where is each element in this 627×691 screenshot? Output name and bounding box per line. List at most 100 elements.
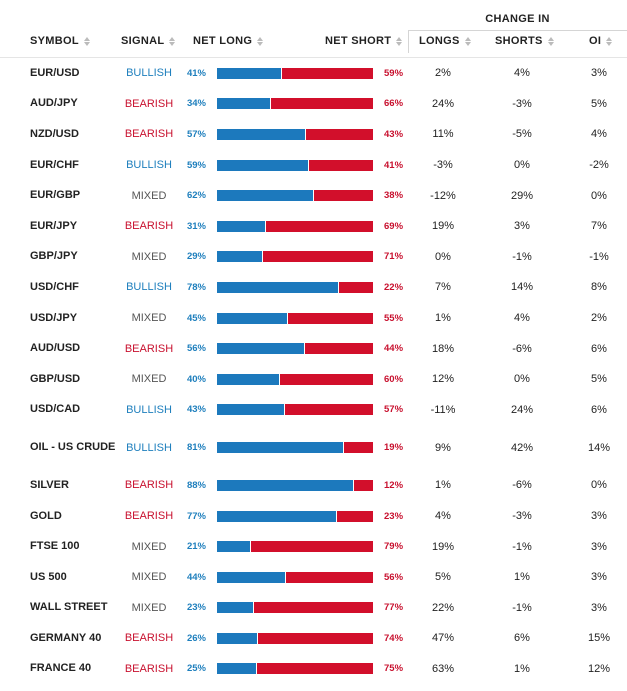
- oi-change-value: 5%: [591, 97, 607, 110]
- symbol-cell[interactable]: WALL STREET: [30, 601, 108, 614]
- symbol-cell[interactable]: US 500: [30, 570, 67, 583]
- net-short-value: 69%: [384, 220, 404, 232]
- net-short-value: 60%: [384, 373, 404, 385]
- oi-change-value: 3%: [591, 540, 607, 553]
- signal-cell: BULLISH: [126, 281, 172, 294]
- column-header-longs-label: LONGS: [419, 35, 460, 47]
- net-short-bar: [306, 128, 373, 140]
- table-row[interactable]: US 500 MIXED 44% 56% 5% 1% 3%: [0, 562, 627, 593]
- table-row[interactable]: FRANCE 40 BEARISH 25% 75% 63% 1% 12%: [0, 654, 627, 685]
- net-short-bar: [354, 479, 373, 491]
- symbol-cell[interactable]: FRANCE 40: [30, 662, 92, 675]
- longs-change-value: 22%: [431, 601, 455, 614]
- table-row[interactable]: WALL STREET MIXED 23% 77% 22% -1% 3%: [0, 593, 627, 624]
- table-row[interactable]: USD/JPY MIXED 45% 55% 1% 4% 2%: [0, 303, 627, 334]
- header-divider: [0, 57, 627, 58]
- oi-change-value: -2%: [589, 159, 609, 172]
- sentiment-bar-cell: [217, 89, 373, 120]
- longs-change-value: -11%: [430, 403, 456, 416]
- sentiment-bar-cell: [217, 150, 373, 181]
- bar-separator: [283, 404, 285, 416]
- symbol-cell[interactable]: GERMANY 40: [30, 631, 102, 644]
- net-short-value: 57%: [384, 404, 404, 416]
- shorts-change-value: 4%: [514, 67, 530, 80]
- sentiment-bar-cell: [217, 242, 373, 273]
- symbol-cell[interactable]: USD/JPY: [30, 311, 78, 324]
- column-header-net-long[interactable]: NET LONG: [193, 35, 264, 47]
- shorts-change-value: 14%: [510, 281, 534, 294]
- net-long-value: 29%: [186, 251, 206, 263]
- symbol-cell[interactable]: SILVER: [30, 478, 69, 491]
- table-row[interactable]: NZD/USD BEARISH 57% 43% 11% -5% 4%: [0, 119, 627, 150]
- shorts-change-value: -1%: [512, 601, 532, 614]
- symbol-cell[interactable]: OIL - US CRUDE: [30, 441, 116, 454]
- symbol-cell[interactable]: AUD/JPY: [30, 97, 78, 110]
- table-row[interactable]: EUR/USD BULLISH 41% 59% 2% 4% 3%: [0, 58, 627, 89]
- table-row[interactable]: USD/CHF BULLISH 78% 22% 7% 14% 8%: [0, 272, 627, 303]
- symbol-cell[interactable]: GBP/USD: [30, 372, 81, 385]
- table-row[interactable]: USD/CAD BULLISH 43% 57% -11% 24% 6%: [0, 395, 627, 426]
- table-row[interactable]: GBP/JPY MIXED 29% 71% 0% -1% -1%: [0, 242, 627, 273]
- net-long-value: 88%: [186, 479, 206, 491]
- signal-cell: BEARISH: [124, 342, 174, 355]
- bar-separator: [285, 571, 287, 583]
- table-row[interactable]: GOLD BEARISH 77% 23% 4% -3% 3%: [0, 501, 627, 532]
- longs-change-value: 2%: [435, 67, 451, 80]
- sentiment-bar-cell: [217, 593, 373, 624]
- net-long-bar: [217, 159, 309, 171]
- table-row[interactable]: GBP/USD MIXED 40% 60% 12% 0% 5%: [0, 364, 627, 395]
- symbol-cell[interactable]: USD/CHF: [30, 280, 79, 293]
- net-short-bar: [262, 251, 373, 263]
- net-long-bar: [217, 602, 253, 614]
- bar-separator: [265, 220, 267, 232]
- table-row[interactable]: EUR/CHF BULLISH 59% 41% -3% 0% -2%: [0, 150, 627, 181]
- table-row[interactable]: GERMANY 40 BEARISH 26% 74% 47% 6% 15%: [0, 623, 627, 654]
- column-header-net-short[interactable]: NET SHORT: [325, 35, 403, 47]
- symbol-cell[interactable]: EUR/USD: [30, 66, 80, 79]
- symbol-cell[interactable]: USD/CAD: [30, 403, 81, 416]
- symbol-cell[interactable]: EUR/JPY: [30, 219, 78, 232]
- longs-change-value: 47%: [431, 632, 455, 645]
- symbol-cell[interactable]: NZD/USD: [30, 127, 79, 140]
- oi-change-value: 3%: [591, 571, 607, 584]
- net-long-bar: [217, 571, 286, 583]
- sentiment-bar-cell: [217, 531, 373, 562]
- longs-change-value: -12%: [430, 189, 456, 202]
- net-short-bar: [304, 343, 373, 355]
- sentiment-bar-cell: [217, 303, 373, 334]
- column-header-shorts[interactable]: SHORTS: [495, 35, 554, 47]
- sort-icon: [464, 36, 471, 46]
- table-row[interactable]: EUR/GBP MIXED 62% 38% -12% 29% 0%: [0, 180, 627, 211]
- table-row[interactable]: EUR/JPY BEARISH 31% 69% 19% 3% 7%: [0, 211, 627, 242]
- column-header-symbol[interactable]: SYMBOL: [30, 35, 90, 47]
- column-header-oi[interactable]: OI: [589, 35, 613, 47]
- net-long-bar: [217, 190, 314, 202]
- net-short-bar: [338, 281, 373, 293]
- oi-change-value: 3%: [591, 510, 607, 523]
- symbol-cell[interactable]: AUD/USD: [30, 342, 81, 355]
- net-long-value: 21%: [186, 541, 206, 553]
- longs-change-value: -3%: [433, 159, 453, 172]
- sentiment-bar-cell: [217, 501, 373, 532]
- longs-change-value: 1%: [435, 312, 451, 325]
- net-short-value: 19%: [384, 442, 404, 454]
- sentiment-bar: [217, 404, 373, 416]
- table-row[interactable]: AUD/USD BEARISH 56% 44% 18% -6% 6%: [0, 333, 627, 364]
- sentiment-bar-cell: [217, 654, 373, 685]
- table-row[interactable]: OIL - US CRUDE BULLISH 81% 19% 9% 42% 14%: [0, 425, 627, 470]
- oi-change-value: 3%: [591, 67, 607, 80]
- column-header-signal-label: SIGNAL: [121, 35, 165, 47]
- table-row[interactable]: SILVER BEARISH 88% 12% 1% -6% 0%: [0, 470, 627, 501]
- sentiment-bar-cell: [217, 211, 373, 242]
- net-short-value: 38%: [384, 190, 404, 202]
- column-header-longs[interactable]: LONGS: [419, 35, 471, 47]
- longs-change-value: 11%: [432, 128, 454, 141]
- symbol-cell[interactable]: FTSE 100: [30, 540, 80, 553]
- symbol-cell[interactable]: EUR/GBP: [30, 189, 81, 202]
- symbol-cell[interactable]: GBP/JPY: [30, 250, 78, 263]
- table-row[interactable]: AUD/JPY BEARISH 34% 66% 24% -3% 5%: [0, 89, 627, 120]
- symbol-cell[interactable]: EUR/CHF: [30, 158, 79, 171]
- table-row[interactable]: FTSE 100 MIXED 21% 79% 19% -1% 3%: [0, 531, 627, 562]
- column-header-signal[interactable]: SIGNAL: [121, 35, 176, 47]
- symbol-cell[interactable]: GOLD: [30, 509, 62, 522]
